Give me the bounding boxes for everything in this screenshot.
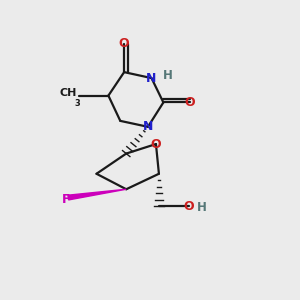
Text: 3: 3	[74, 99, 80, 108]
Text: CH: CH	[60, 88, 77, 98]
Text: O: O	[183, 200, 194, 213]
Text: H: H	[197, 202, 207, 214]
Polygon shape	[68, 189, 126, 200]
Text: H: H	[163, 69, 173, 82]
Text: O: O	[151, 138, 161, 151]
Text: N: N	[146, 72, 157, 85]
Text: N: N	[143, 120, 153, 133]
Text: F: F	[61, 194, 70, 206]
Text: O: O	[185, 96, 195, 109]
Text: O: O	[119, 37, 130, 50]
